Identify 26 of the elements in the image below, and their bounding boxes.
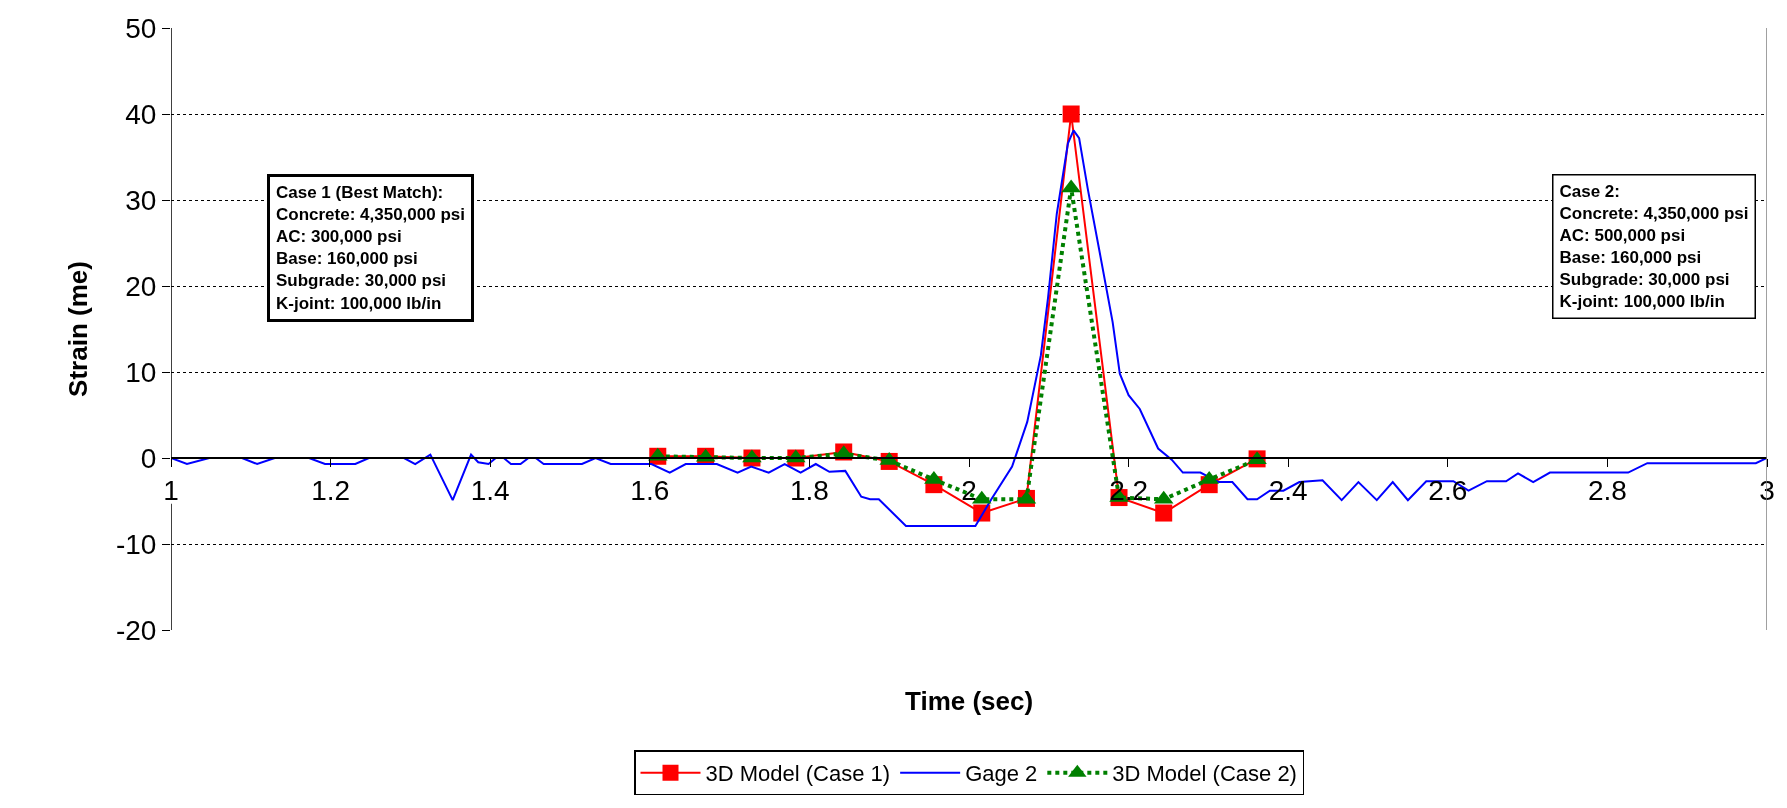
legend-label: Gage 2 (965, 761, 1038, 787)
point (1061, 179, 1081, 193)
annotation: Case 2: Concrete: 4,350,000 psi AC: 500,000 psi Base: 160,000 psi Subgrade: 30,000 psi K-joint: 100,000 lb/in (1559, 181, 1749, 311)
x-tick-label: 3 (1759, 475, 1775, 507)
y-tick-label: 30 (125, 184, 157, 216)
annotation: Case 1 (Best Match): Concrete: 4,350,000 psi AC: 300,000 psi Base: 160,000 psi Subgrade: 30,000 psi K-joint: 100,000 lb/in (276, 183, 465, 313)
y-tick-label: -10 (115, 528, 157, 560)
x-tick-label: 1 (163, 475, 179, 507)
y-tick-label: 0 (140, 442, 157, 474)
x-tick-label: 2.8 (1587, 475, 1627, 507)
y-tick-label: 50 (125, 12, 157, 44)
legend-label: 3D Model (Case 2) (1112, 761, 1297, 787)
point (1155, 504, 1173, 522)
legend-label: 3D Model (Case 1) (705, 761, 891, 787)
point (1062, 105, 1080, 123)
y-tick-label: 10 (125, 356, 157, 388)
x-axis-title: Time (sec) (905, 686, 1034, 716)
y-tick-label: -20 (115, 614, 157, 646)
x-tick-label: 1.2 (311, 475, 351, 507)
y-tick-label: 40 (125, 98, 157, 130)
x-tick-label: 1.8 (789, 475, 829, 507)
x-tick-label: 1.4 (470, 475, 510, 507)
x-tick-label: 1.6 (630, 475, 670, 507)
x-tick-label: 2.6 (1428, 475, 1468, 507)
y-axis-title: Strain (me) (63, 261, 94, 397)
y-tick-label: 20 (125, 270, 157, 302)
